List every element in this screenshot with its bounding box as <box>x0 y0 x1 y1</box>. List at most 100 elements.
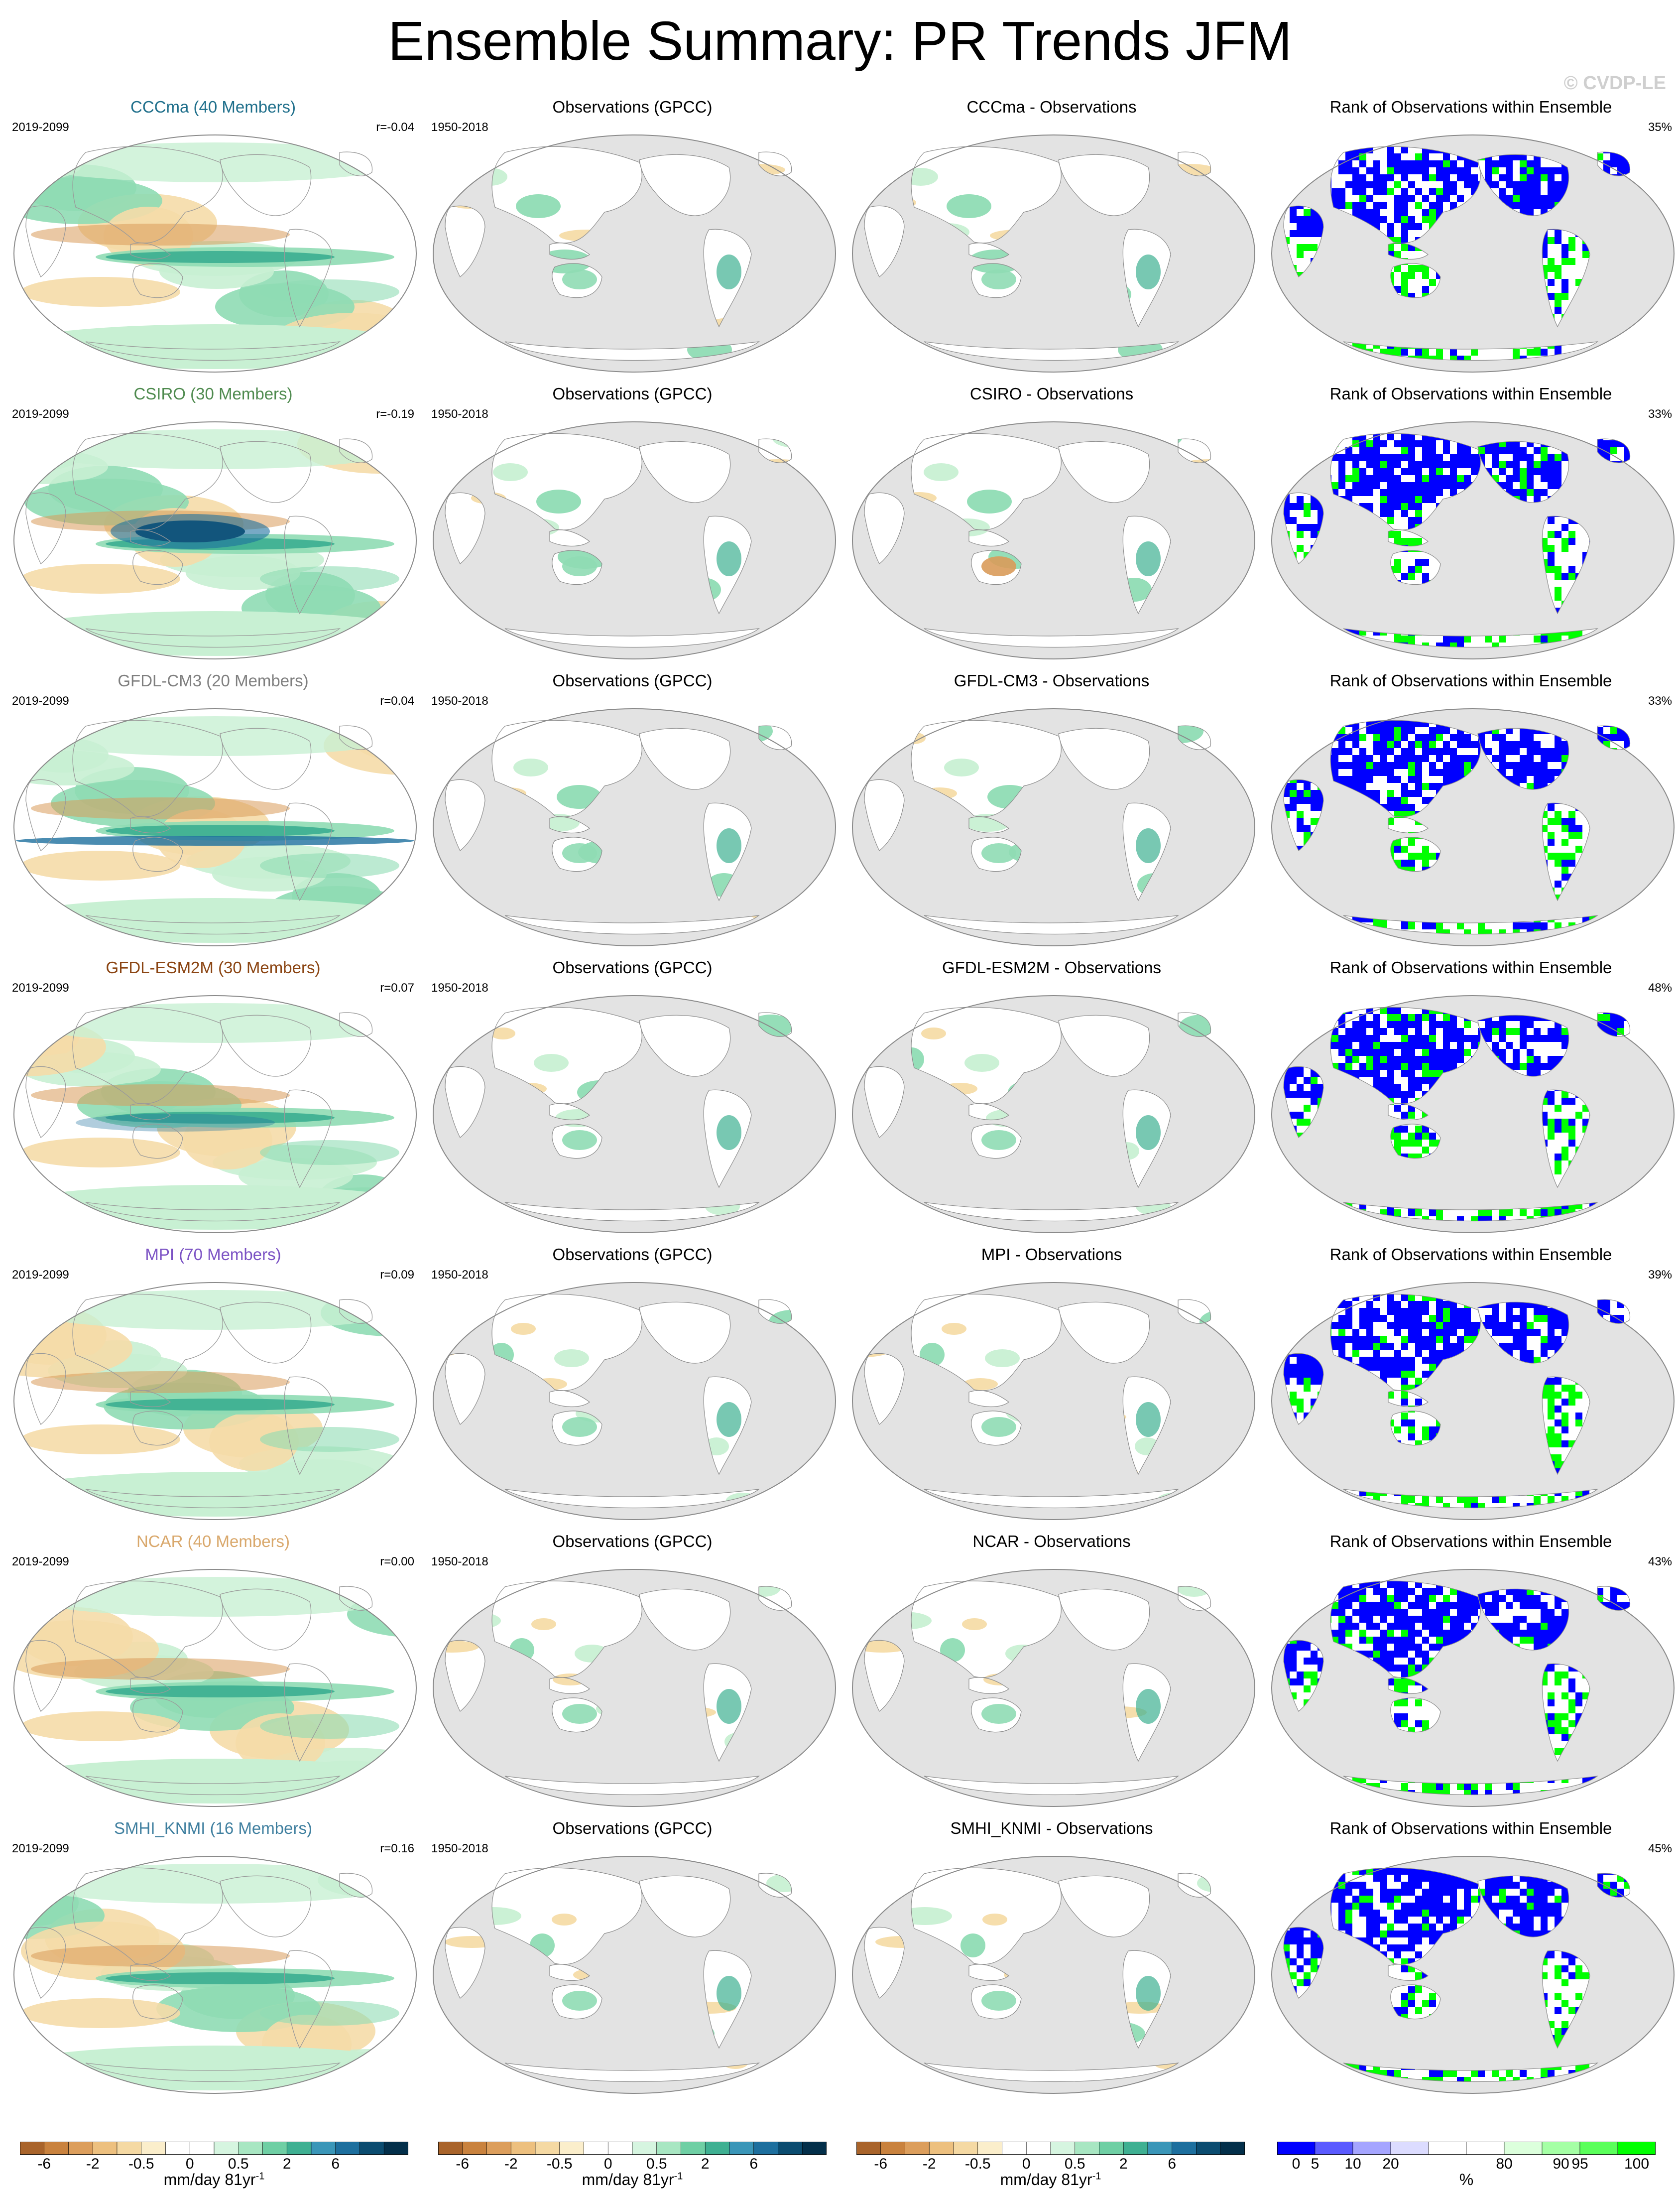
colorbar-swatch <box>1172 2142 1197 2155</box>
rank-panel: Rank of Observations within Ensemble 43% <box>1263 1532 1679 1811</box>
colorbar-tick-label: 0.5 <box>646 2156 667 2171</box>
panel-period: 1950-2018 <box>431 1268 488 1282</box>
panel-title: CCCma (40 Members) <box>130 98 296 116</box>
colorbar-swatch <box>953 2142 978 2155</box>
colorbar-tick-label: -6 <box>874 2156 887 2171</box>
colorbar-swatch <box>705 2142 730 2155</box>
model-panel: SMHI_KNMI (16 Members) 2019-2099 r=0.16 <box>5 1819 421 2098</box>
colorbar-swatch <box>44 2142 69 2155</box>
colorbar-swatch <box>1390 2142 1429 2155</box>
colorbar-swatch <box>929 2142 954 2155</box>
colorbar-swatch <box>165 2142 190 2155</box>
panel-title: GFDL-ESM2M - Observations <box>942 958 1162 977</box>
world-map <box>430 132 839 375</box>
panel-title: CSIRO - Observations <box>969 385 1134 403</box>
colorbar-tick-label: 0 <box>604 2156 612 2171</box>
colorbar-swatch <box>1504 2142 1543 2155</box>
colorbar-swatch <box>1542 2142 1580 2155</box>
colorbar-swatch <box>68 2142 93 2155</box>
colorbar-swatch <box>1099 2142 1124 2155</box>
colorbar-swatch <box>977 2142 1002 2155</box>
colorbar-tick-label: 0.5 <box>228 2156 249 2171</box>
rank-percent: 33% <box>1648 694 1672 708</box>
model-panel: GFDL-ESM2M (30 Members) 2019-2099 r=0.07 <box>5 958 421 1237</box>
colorbar-swatch <box>189 2142 215 2155</box>
colorbar-tick-label: -2 <box>504 2156 518 2171</box>
world-map <box>430 1854 839 2096</box>
colorbar-swatch <box>438 2142 463 2155</box>
colorbar-swatch <box>1026 2142 1051 2155</box>
colorbar-tick-label: 2 <box>283 2156 291 2171</box>
panel-period: 1950-2018 <box>431 1555 488 1568</box>
panel-title: Observations (GPCC) <box>552 1532 713 1550</box>
pattern-correlation: r=-0.19 <box>376 407 414 421</box>
colorbar-swatch <box>117 2142 142 2155</box>
panel-title: Rank of Observations within Ensemble <box>1329 1532 1612 1550</box>
colorbar-swatch <box>1196 2142 1221 2155</box>
obs-panel: Observations (GPCC) 1950-2018 <box>424 98 840 377</box>
pattern-correlation: r=0.09 <box>380 1268 414 1282</box>
panel-period: 1950-2018 <box>431 1842 488 1855</box>
colorbar-swatch <box>632 2142 657 2155</box>
rank-panel: Rank of Observations within Ensemble 35% <box>1263 98 1679 377</box>
diff-panel: GFDL-ESM2M - Observations <box>843 958 1260 1237</box>
colorbar-swatch <box>262 2142 287 2155</box>
panel-title: Rank of Observations within Ensemble <box>1329 1819 1612 1837</box>
panel-title: SMHI_KNMI (16 Members) <box>114 1819 312 1837</box>
panel-title: NCAR (40 Members) <box>136 1532 290 1550</box>
world-map <box>849 706 1258 948</box>
pattern-correlation: r=0.00 <box>380 1555 414 1568</box>
colorbar-swatch <box>20 2142 45 2155</box>
panel-period: 1950-2018 <box>431 694 488 708</box>
colorbar-swatch <box>1277 2142 1316 2155</box>
colorbar-swatch <box>607 2142 633 2155</box>
colorbar-units: mm/day 81yr-1 <box>582 2171 683 2189</box>
world-map <box>849 1280 1258 1522</box>
rank-percent: 35% <box>1648 121 1672 134</box>
panel-title: MPI (70 Members) <box>145 1245 281 1264</box>
colorbar-obs: -6 -2 -0.5 0 0.5 2 6 mm/day 81yr-1 <box>438 2142 827 2189</box>
colorbar-swatch <box>1123 2142 1148 2155</box>
model-panel: GFDL-CM3 (20 Members) 2019-2099 r=0.04 <box>5 671 421 950</box>
panel-period: 2019-2099 <box>12 1555 69 1568</box>
colorbar-swatch <box>1466 2142 1505 2155</box>
panel-period: 2019-2099 <box>12 694 69 708</box>
colorbar-swatch <box>1002 2142 1027 2155</box>
colorbar-swatch <box>1315 2142 1353 2155</box>
panel-title: Observations (GPCC) <box>552 98 713 116</box>
colorbar-model: -6 -2 -0.5 0 0.5 2 6 mm/day 81yr-1 <box>20 2142 408 2189</box>
colorbar-swatch <box>535 2142 560 2155</box>
panel-title: NCAR - Observations <box>972 1532 1131 1550</box>
colorbar-tick-label: -6 <box>456 2156 469 2171</box>
panel-title: SMHI_KNMI - Observations <box>950 1819 1153 1837</box>
diff-panel: CCCma - Observations <box>843 98 1260 377</box>
pattern-correlation: r=0.07 <box>380 981 414 995</box>
obs-panel: Observations (GPCC) 1950-2018 <box>424 958 840 1237</box>
panel-title: CCCma - Observations <box>966 98 1137 116</box>
world-map <box>430 993 839 1235</box>
panel-title: GFDL-ESM2M (30 Members) <box>106 958 321 977</box>
rank-panel: Rank of Observations within Ensemble 33% <box>1263 385 1679 663</box>
colorbar-units: % <box>1459 2171 1474 2189</box>
panel-title: Observations (GPCC) <box>552 671 713 690</box>
pattern-correlation: r=0.16 <box>380 1842 414 1855</box>
model-panel: MPI (70 Members) 2019-2099 r=0.09 <box>5 1245 421 1524</box>
colorbar-swatch <box>1147 2142 1173 2155</box>
colorbar-swatch <box>1579 2142 1618 2155</box>
colorbar-tick-label: 2 <box>701 2156 710 2171</box>
panel-title: Observations (GPCC) <box>552 1819 713 1837</box>
obs-panel: Observations (GPCC) 1950-2018 <box>424 1819 840 2098</box>
model-panel: CSIRO (30 Members) 2019-2099 r=-0.19 <box>5 385 421 663</box>
panel-title: GFDL-CM3 - Observations <box>954 671 1150 690</box>
world-map <box>849 419 1258 661</box>
world-map <box>11 706 419 948</box>
panel-period: 1950-2018 <box>431 121 488 134</box>
panel-title: Rank of Observations within Ensemble <box>1329 958 1612 977</box>
colorbar-swatch <box>1352 2142 1391 2155</box>
colorbar-tick-label: 90 <box>1553 2156 1569 2171</box>
world-map <box>11 1567 419 1809</box>
colorbar-swatch <box>729 2142 754 2155</box>
colorbar-swatch <box>880 2142 905 2155</box>
colorbar-tick-label: -0.5 <box>128 2156 154 2171</box>
rank-percent: 33% <box>1648 407 1672 421</box>
